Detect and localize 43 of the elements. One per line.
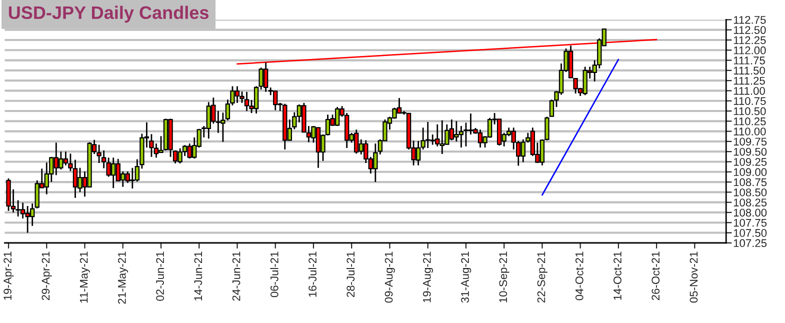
x-tick-label: 19-Apr-21 [4,252,14,300]
y-tick-label: 108.25 [734,198,767,206]
x-tick-label: 26-Oct-21 [652,252,660,300]
x-tick-label: 29-Apr-21 [42,252,52,300]
y-tick-label: 107.50 [734,229,767,237]
y-tick-label: 110.00 [734,128,766,136]
y-tick-label: 111.25 [734,76,765,85]
x-tick-label: 02-Jun-21 [156,252,164,301]
y-tick-label: 108.50 [734,188,767,196]
x-tick-label: 10-Sep-21 [499,252,510,302]
y-tick-label: 107.25 [734,239,767,248]
x-tick-label: 11-May-21 [80,252,90,303]
x-tick-label: 16-Jul-21 [308,252,316,297]
y-tick-label: 108.75 [734,178,767,186]
y-tick-label: 109.00 [734,168,767,176]
y-tick-label: 111.75 [734,56,765,64]
y-tick-label: 107.75 [734,218,767,227]
x-tick-label: 24-Jun-21 [232,252,240,301]
x-tick-label: 09-Aug-21 [384,252,395,303]
x-tick-label: 05-Nov-21 [690,252,698,303]
x-tick-label: 21-May-21 [118,252,128,304]
y-tick-label: 112.50 [734,26,766,34]
y-tick-label: 109.50 [734,148,767,156]
x-tick-label: 14-Jun-21 [194,252,202,300]
y-tick-label: 112.25 [734,36,766,44]
y-tick-label: 109.75 [734,138,767,146]
x-tick-label: 14-Oct-21 [614,252,622,300]
x-tick-label: 31-Aug-21 [461,252,472,303]
y-tick-label: 111.50 [734,66,765,75]
x-tick-label: 19-Aug-21 [422,252,434,302]
y-tick-label: 110.75 [734,97,766,105]
y-tick-label: 109.25 [734,158,767,166]
chart-title: USD-JPY Daily Candles [8,6,208,23]
x-tick-label: 04-Oct-21 [575,252,584,300]
y-tick-label: 111.00 [734,86,765,95]
y-tick-label: 108.00 [734,208,767,217]
x-tick-label: 06-Jul-21 [270,252,278,298]
y-tick-label: 112.00 [734,46,766,54]
y-tick-label: 110.50 [734,107,766,116]
y-tick-label: 110.25 [734,117,766,126]
x-tick-label: 22-Sep-21 [537,252,548,303]
x-tick-label: 28-Jul-21 [346,252,355,297]
y-tick-label: 112.75 [734,16,766,24]
